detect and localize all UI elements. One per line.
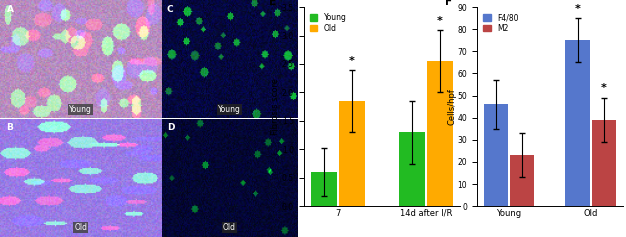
Legend: F4/80, M2: F4/80, M2 [481, 11, 521, 35]
Bar [565, 40, 590, 206]
Y-axis label: Cells/hpf: Cells/hpf [447, 88, 456, 125]
Text: B: B [6, 123, 13, 132]
Bar [339, 101, 365, 206]
Text: *: * [575, 4, 581, 14]
Text: *: * [437, 16, 443, 26]
Text: A: A [6, 5, 14, 14]
Text: Old: Old [223, 223, 236, 232]
Legend: Young, Old: Young, Old [307, 11, 349, 35]
Text: Old: Old [74, 223, 87, 232]
Text: *: * [601, 83, 607, 93]
Text: C: C [167, 5, 173, 14]
Bar [592, 120, 616, 206]
Bar [427, 61, 453, 206]
Y-axis label: Fibrosis score: Fibrosis score [272, 78, 280, 135]
Bar [399, 132, 425, 206]
Text: D: D [167, 123, 175, 132]
Bar [310, 172, 337, 206]
Text: F: F [445, 0, 452, 7]
Text: *: * [349, 56, 355, 66]
Text: E: E [269, 0, 276, 7]
Bar [484, 105, 508, 206]
Bar [510, 155, 535, 206]
Text: Young: Young [218, 105, 241, 114]
Text: Young: Young [69, 105, 92, 114]
